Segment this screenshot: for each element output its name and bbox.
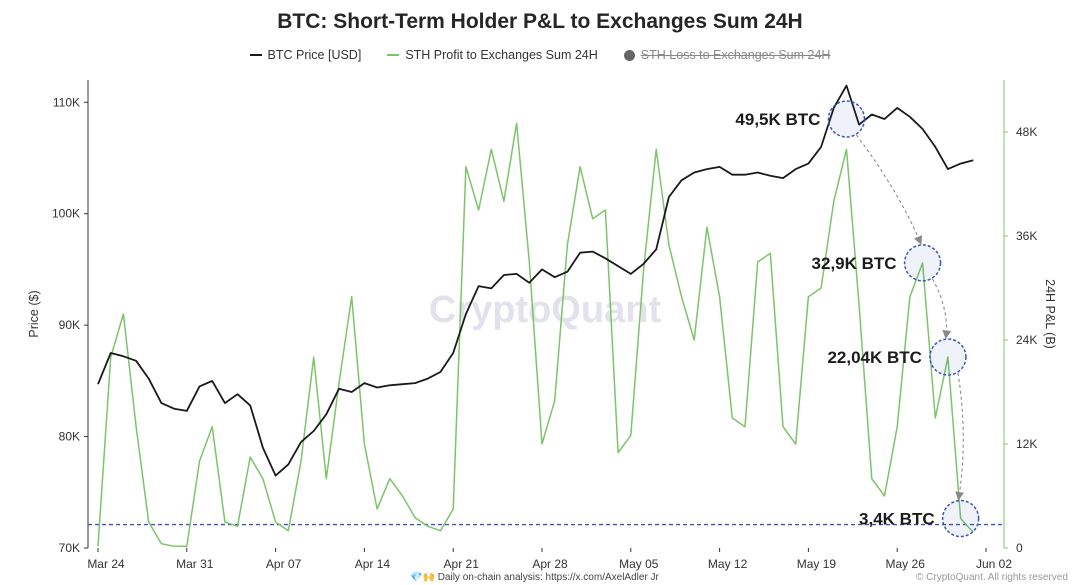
x-tick-label: Apr 28	[532, 557, 568, 571]
annotation-arrow	[932, 278, 952, 340]
x-tick-label: Mar 24	[87, 557, 125, 571]
y-right-tick-label: 48K	[1016, 125, 1037, 139]
y-left-tick-label: 100K	[52, 207, 80, 221]
legend-label: STH Profit to Exchanges Sum 24H	[405, 48, 598, 62]
chart-title: BTC: Short-Term Holder P&L to Exchanges …	[277, 10, 803, 33]
highlight-circle	[827, 100, 866, 138]
annotation-arrow	[856, 134, 923, 245]
y-right-tick-label: 36K	[1016, 229, 1037, 243]
x-tick-label: May 26	[886, 557, 926, 571]
x-tick-label: May 19	[797, 557, 837, 571]
legend-item-btc-price[interactable]: BTC Price [USD]	[249, 48, 362, 62]
y-left-tick-label: 80K	[59, 430, 80, 444]
legend-swatch	[387, 54, 400, 56]
y-left-axis-title: Price ($)	[27, 290, 41, 337]
x-tick-label: May 05	[619, 557, 659, 571]
legend-item-sth-loss[interactable]: STH Loss to Exchanges Sum 24H	[623, 48, 831, 62]
footer-left: 💎🙌 Daily on-chain analysis: https://x.co…	[410, 572, 659, 583]
x-tick-label: May 12	[708, 557, 748, 571]
annotation-label: 32,9K BTC	[812, 254, 897, 273]
y-right-tick-label: 24K	[1016, 333, 1037, 347]
highlight-circle	[941, 499, 980, 538]
y-left-tick-label: 110K	[53, 95, 80, 109]
highlight-circle	[903, 244, 942, 282]
highlight-circle	[929, 338, 967, 376]
footer-icon: 💎🙌	[410, 572, 435, 583]
y-left-tick-label: 90K	[59, 318, 80, 332]
y-right-tick-label: 12K	[1016, 437, 1037, 451]
y-right-tick-label: 0	[1016, 541, 1023, 555]
sth-profit-line	[97, 122, 974, 548]
annotation-label: 22,04K BTC	[827, 348, 921, 367]
footer-right: © CryptoQuant. All rights reserved	[916, 572, 1068, 583]
x-tick-label: Apr 07	[266, 557, 302, 571]
legend-swatch	[249, 54, 262, 56]
annotation-arrow	[955, 372, 965, 501]
legend-label: BTC Price [USD]	[267, 48, 362, 62]
annotation-label: 49,5K BTC	[735, 110, 820, 129]
x-tick-label: Jun 02	[976, 557, 1012, 571]
watermark: CryptoQuant	[429, 289, 662, 331]
legend-label: STH Loss to Exchanges Sum 24H	[640, 48, 831, 62]
legend-swatch	[623, 49, 635, 61]
legend-item-sth-profit[interactable]: STH Profit to Exchanges Sum 24H	[387, 48, 598, 62]
y-right-axis-title: 24H P&L (B)	[1043, 279, 1057, 349]
annotation-label: 3,4K BTC	[859, 510, 935, 529]
legend: BTC Price [USD] STH Profit to Exchanges …	[0, 48, 1080, 62]
footer-left-text: Daily on-chain analysis: https://x.com/A…	[437, 572, 659, 583]
btc-price-line	[97, 84, 974, 477]
x-tick-label: Apr 21	[444, 557, 480, 571]
y-left-tick-label: 70K	[59, 541, 80, 555]
x-tick-label: Apr 14	[355, 557, 391, 571]
x-tick-label: Mar 31	[176, 557, 214, 571]
